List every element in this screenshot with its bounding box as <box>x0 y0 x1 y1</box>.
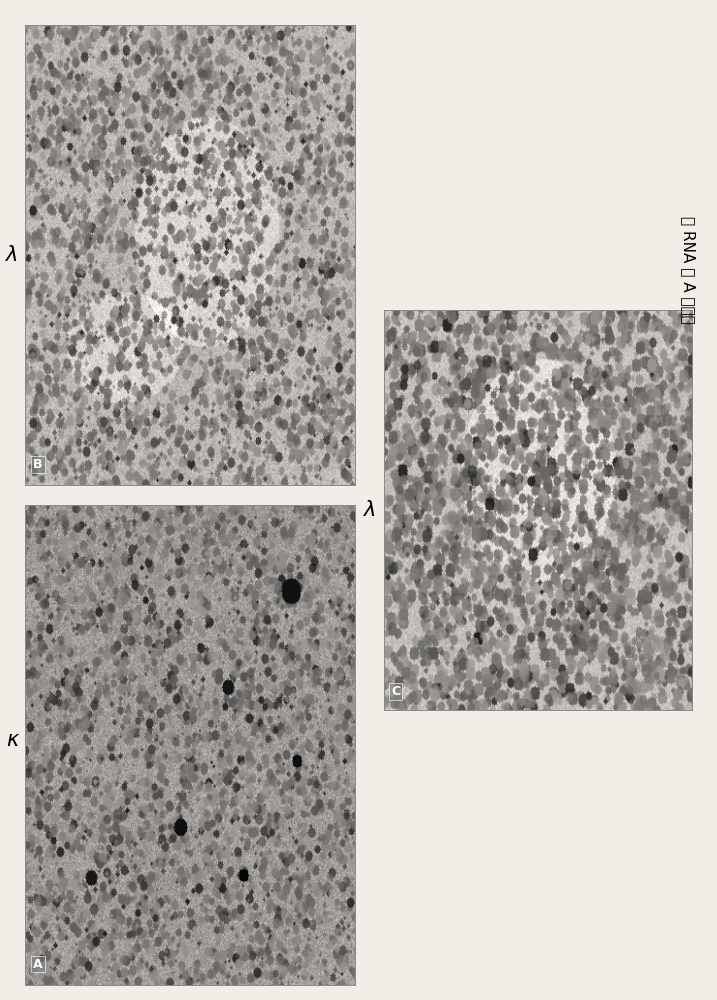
Text: C: C <box>391 685 400 698</box>
Text: κ: κ <box>6 730 18 750</box>
Text: λ: λ <box>6 245 18 265</box>
Text: A: A <box>34 958 43 971</box>
Text: λ: λ <box>364 500 376 520</box>
Text: 用 RNA 酶 A 预处理: 用 RNA 酶 A 预处理 <box>681 216 695 324</box>
Text: B: B <box>34 458 43 471</box>
